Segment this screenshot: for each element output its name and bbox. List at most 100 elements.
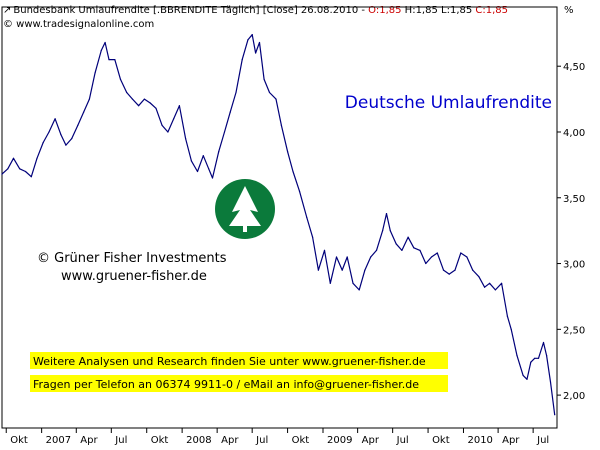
data-point	[7, 168, 9, 170]
data-point	[268, 91, 271, 94]
x-tick-label: Jul	[255, 435, 268, 446]
unit-label: %	[564, 5, 574, 16]
data-point	[71, 138, 73, 140]
data-point	[419, 249, 421, 251]
x-tick-label: Okt	[432, 435, 450, 446]
data-point	[241, 59, 243, 61]
overlay-title: Deutsche Umlaufrendite	[345, 93, 552, 113]
header-high-low-values: H:1,85 L:1,85	[402, 5, 476, 16]
data-point	[60, 134, 62, 136]
data-point	[549, 381, 552, 383]
data-point	[323, 249, 326, 251]
data-point	[385, 213, 388, 215]
note-line-1: Weitere Analysen und Research finden Sie…	[33, 355, 426, 368]
data-point	[489, 282, 491, 284]
data-point	[185, 138, 187, 140]
data-point	[542, 341, 545, 344]
data-point	[484, 286, 486, 288]
data-point	[306, 216, 308, 219]
data-point	[202, 155, 204, 157]
data-point	[218, 151, 220, 153]
data-point	[36, 157, 38, 159]
data-point	[554, 414, 556, 416]
data-point	[389, 230, 391, 232]
data-point	[454, 269, 456, 271]
header-open-value: O:1,85	[368, 5, 401, 16]
data-point	[108, 59, 110, 61]
data-point	[12, 157, 15, 159]
note-highlight-2	[30, 375, 448, 392]
data-point	[382, 230, 384, 232]
data-point	[131, 98, 134, 100]
data-point	[506, 315, 508, 317]
data-point	[178, 105, 180, 107]
x-tick-label: Apr	[362, 435, 380, 446]
x-tick-label: Okt	[10, 435, 28, 446]
tree-logo-icon	[215, 179, 275, 239]
y-tick-label: 3,50	[563, 194, 585, 205]
data-point	[534, 357, 536, 359]
data-point	[54, 118, 56, 120]
y-axis: 2,00 2,50 3,00 3,50 4,00 4,50	[557, 62, 585, 402]
data-point	[229, 111, 231, 113]
data-point	[65, 144, 67, 146]
copyright-text: © Grüner Fisher Investments	[37, 251, 227, 266]
y-tick-label: 4,50	[563, 62, 585, 73]
data-point	[19, 168, 21, 170]
data-point	[341, 269, 343, 271]
data-point	[149, 102, 151, 104]
data-point	[94, 72, 96, 74]
data-point	[77, 124, 79, 126]
y-tick-label: 2,50	[563, 325, 585, 336]
data-point	[358, 289, 360, 291]
data-point	[317, 269, 319, 271]
data-point	[478, 276, 480, 278]
data-point	[370, 256, 372, 258]
data-point	[235, 91, 237, 94]
data-point	[436, 252, 438, 254]
data-point	[494, 289, 496, 291]
x-tick-label: 2010	[467, 435, 492, 446]
data-point	[208, 168, 210, 170]
data-point	[329, 282, 331, 284]
data-point	[413, 247, 415, 249]
plot-frame	[1, 6, 558, 429]
data-point	[88, 98, 90, 100]
data-point	[501, 282, 503, 284]
data-point	[510, 328, 512, 330]
x-tick-label: Jul	[396, 435, 409, 446]
x-tick-label: Apr	[502, 435, 520, 446]
data-point	[537, 357, 540, 359]
data-point	[161, 124, 163, 126]
data-point	[546, 355, 548, 357]
x-tick-label: 2008	[186, 435, 211, 446]
data-point	[275, 98, 277, 100]
data-point	[247, 39, 249, 41]
x-tick-label: Okt	[292, 435, 310, 446]
data-point	[292, 170, 294, 173]
y-tick-label: 3,00	[563, 260, 585, 271]
data-point	[1, 173, 3, 175]
header-line: ↗ Bundesbank Umlaufrendite [.BBRENDITE Tä…	[3, 5, 508, 16]
x-tick-label: Apr	[221, 435, 239, 446]
data-point	[100, 49, 102, 52]
data-point	[442, 269, 445, 271]
header-instrument: Bundesbank Umlaufrendite [.BBRENDITE Täg…	[13, 5, 368, 16]
data-point	[263, 78, 265, 80]
data-point	[312, 236, 314, 238]
data-point	[48, 131, 50, 133]
data-point	[114, 59, 116, 61]
data-point	[430, 256, 433, 258]
header-close-value: C:1,85	[475, 5, 508, 16]
data-point	[104, 41, 106, 44]
data-point	[83, 111, 85, 113]
data-point	[42, 141, 44, 144]
data-point	[352, 282, 354, 284]
data-point	[126, 91, 128, 94]
data-point	[211, 177, 214, 179]
y-tick-label: 4,00	[563, 128, 585, 139]
data-point	[24, 170, 27, 173]
x-tick-label: Jul	[114, 435, 127, 446]
data-point	[466, 256, 468, 258]
